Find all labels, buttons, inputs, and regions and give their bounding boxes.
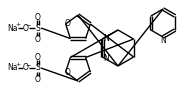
Text: S: S [36,64,40,73]
Text: O: O [64,20,70,29]
Text: N: N [103,34,109,43]
Text: −: − [26,22,31,27]
Text: O: O [35,74,41,83]
Text: −: − [26,62,31,67]
Text: Na: Na [8,64,18,73]
Text: O: O [23,64,29,73]
Text: N: N [160,35,166,44]
Text: O: O [35,13,41,21]
Text: O: O [64,68,70,77]
Text: N: N [103,54,109,63]
Text: O: O [35,34,41,44]
Text: Na: Na [8,24,18,33]
Text: +: + [15,62,21,67]
Text: +: + [15,22,21,27]
Text: S: S [36,24,40,33]
Text: O: O [35,53,41,62]
Text: O: O [23,24,29,33]
